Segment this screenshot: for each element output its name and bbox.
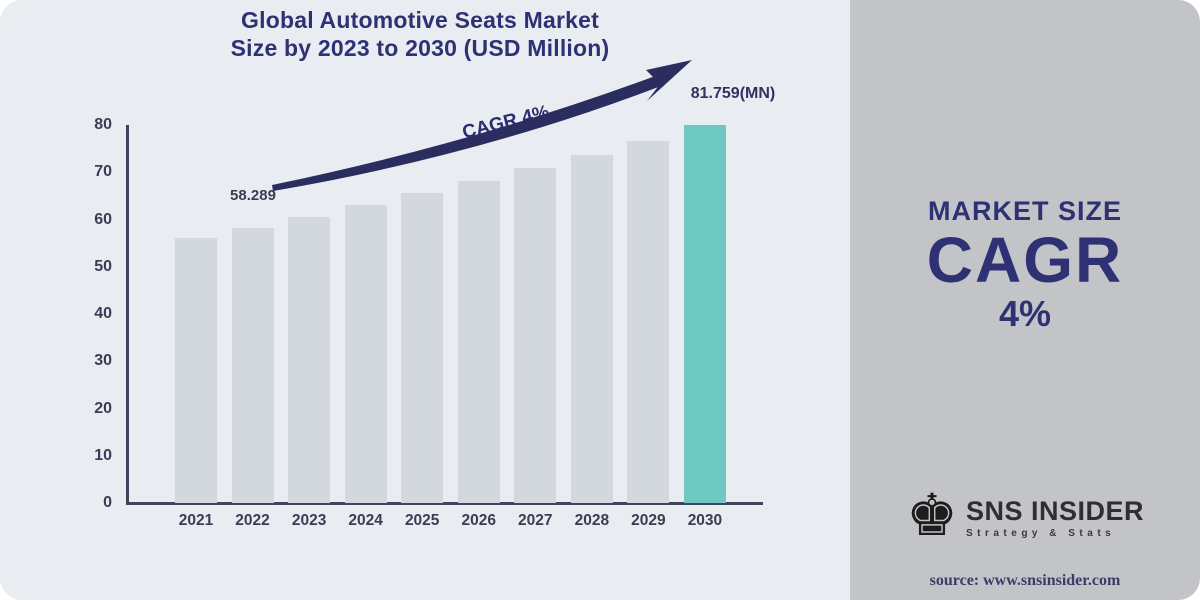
cagr-value: 4% — [998, 293, 1052, 334]
y-tick-label-60: 60 — [94, 210, 112, 228]
y-axis-line — [126, 125, 129, 505]
y-tick-label-70: 70 — [94, 163, 112, 181]
x-tick-label-2021: 2021 — [178, 512, 214, 529]
y-tick-label-10: 10 — [94, 446, 112, 464]
bar-2024 — [344, 205, 387, 503]
x-tick-label-2029: 2029 — [631, 512, 666, 529]
x-tick-label-2026: 2026 — [461, 512, 496, 529]
bar-2030 — [683, 125, 726, 503]
x-tick-label-2027: 2027 — [518, 512, 553, 529]
chess-king-icon: ♚ — [905, 483, 958, 548]
chart-panel: Global Automotive Seats Market Size by 2… — [94, 6, 776, 529]
x-tick-label-2028: 2028 — [574, 512, 610, 529]
chart-title-line1: Global Automotive Seats Market — [241, 7, 599, 33]
x-tick-label-2025: 2025 — [404, 512, 440, 529]
market-size-heading: MARKET SIZE — [927, 196, 1122, 226]
bar-2021 — [175, 238, 217, 503]
brand-name: SNS INSIDER — [965, 496, 1145, 526]
y-tick-label-0: 0 — [103, 494, 112, 511]
sns-insider-logo: ♚ SNS INSIDER Strategy & Stats — [850, 487, 1200, 545]
bar-2027 — [514, 167, 557, 503]
y-tick-label-30: 30 — [94, 352, 112, 370]
x-axis-line — [126, 502, 763, 505]
value-label-2022: 58.289 — [230, 187, 276, 204]
y-tick-label-80: 80 — [94, 116, 112, 133]
side-panel-text-block: MARKET SIZE CAGR 4% — [850, 196, 1200, 335]
bar-2025 — [401, 193, 444, 503]
bar-2026 — [457, 180, 500, 503]
bar-2029 — [627, 140, 670, 503]
y-tick-label-50: 50 — [94, 257, 112, 275]
brand-tagline: Strategy & Stats — [965, 528, 1116, 539]
x-tick-label-2023: 2023 — [291, 512, 327, 529]
side-panel: MARKET SIZE CAGR 4% ♚ SNS INSIDER Strate… — [850, 0, 1200, 600]
y-tick-label-40: 40 — [94, 305, 112, 322]
cagr-big-label: CAGR — [926, 224, 1124, 296]
value-label-2030: 81.759(MN) — [690, 85, 776, 102]
x-tick-label-2030: 2030 — [687, 512, 723, 529]
x-tick-label-2024: 2024 — [348, 512, 383, 529]
bar-2022 — [231, 227, 274, 503]
bar-2023 — [288, 216, 331, 503]
chart-title: Global Automotive Seats Market Size by 2… — [130, 6, 710, 62]
y-tick-label-20: 20 — [94, 399, 112, 417]
chart-title-line2: Size by 2023 to 2030 (USD Million) — [230, 35, 610, 61]
bar-2028 — [570, 154, 613, 503]
source-text: source: www.snsinsider.com — [929, 572, 1121, 589]
cagr-arrow-label: CAGR 4% — [460, 101, 552, 144]
x-tick-label-2022: 2022 — [235, 512, 270, 529]
